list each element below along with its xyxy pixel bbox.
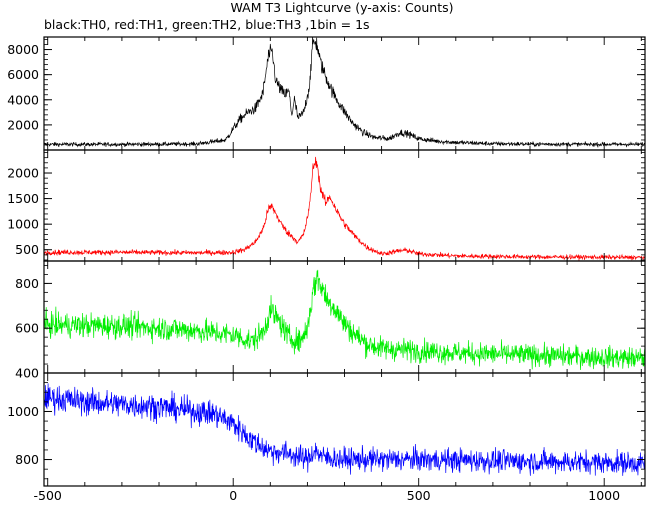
x-tick-label: 0 [229,488,237,503]
chart-title: WAM T3 Lightcurve (y-axis: Counts) [230,0,453,15]
y-tick-label: 6000 [7,67,39,82]
series-line-th1 [44,156,645,261]
y-tick-label: 500 [15,242,39,257]
y-tick-label: 400 [15,366,39,381]
y-tick-label: 2000 [7,117,39,132]
panel-th3: 800 1000 [7,372,646,487]
series-line-th2 [44,269,645,371]
panel-th0: 2000 4000 6000 8000 [7,36,646,151]
y-tick-label: 1000 [7,217,39,232]
y-tick-label: 4000 [7,92,39,107]
y-tick-label: 1500 [7,191,39,206]
x-tick-label: 1000 [588,488,620,503]
panels-group: 2000 4000 6000 8000 500 1000 1500 2000 400 600 800… [7,36,646,487]
y-tick-label: 600 [15,321,39,336]
y-tick-label: 1000 [7,404,39,419]
x-tick-label: -500 [34,488,62,503]
series-line-th0 [44,37,645,149]
x-axis: -500 0 500 1000 [34,488,621,503]
panel-frame [43,149,646,262]
x-tick-label: 500 [407,488,431,503]
panel-frame [43,372,646,487]
y-tick-label: 800 [15,276,39,291]
series-line-th3 [44,383,645,476]
y-tick-label: 2000 [7,166,39,181]
panel-th2: 400 600 800 [15,260,646,381]
panel-th1: 500 1000 1500 2000 [7,149,646,262]
chart-subtitle: black:TH0, red:TH1, green:TH2, blue:TH3 … [44,17,370,32]
panel-frame [43,36,646,151]
y-tick-label: 8000 [7,42,39,57]
y-tick-label: 800 [15,452,39,467]
